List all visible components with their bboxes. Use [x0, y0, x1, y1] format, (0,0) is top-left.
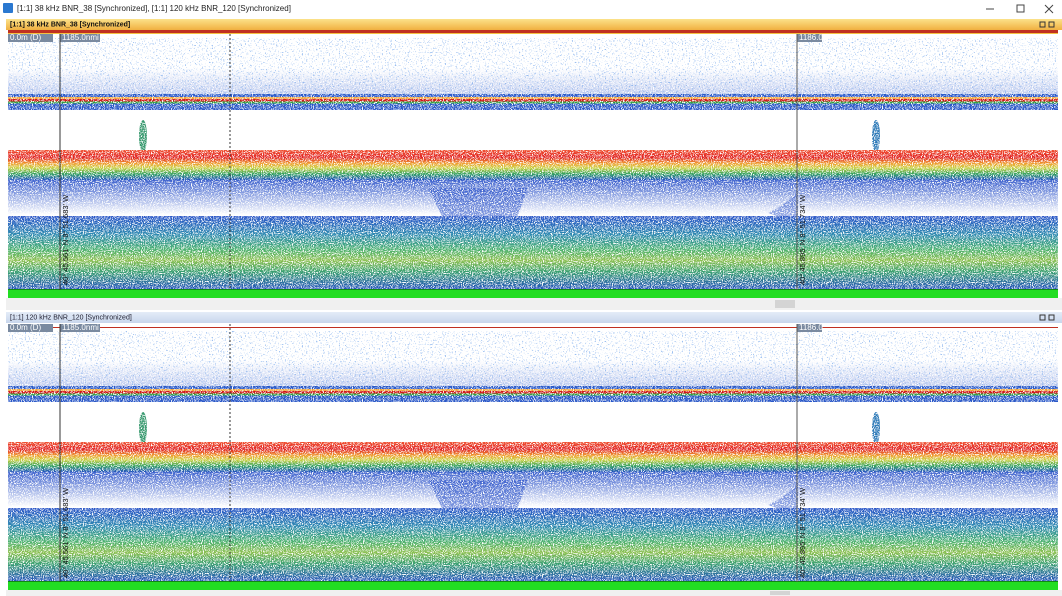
app-window: [1:1] 38 kHz BNR_38 [Synchronized], [1:1… [0, 0, 1062, 596]
panel-header[interactable] [6, 19, 1062, 30]
ruler-band [8, 327, 1058, 328]
echogram[interactable] [8, 330, 1058, 590]
distance-label: 1185.0nmi [62, 323, 99, 332]
scrollbar[interactable] [6, 590, 1062, 596]
panel-title: [1:1] 120 kHz BNR_120 [Synchronized] [10, 314, 132, 321]
distance-label: 1186.0 [799, 33, 823, 42]
window-title: [1:1] 38 kHz BNR_38 [Synchronized], [1:1… [17, 4, 291, 13]
depth-label: 0.0m (D) [10, 323, 41, 332]
scroll-thumb[interactable] [770, 591, 790, 595]
distance-label: 1185.0nmi [62, 33, 99, 42]
page: [1:1] 38 kHz BNR_38 [Synchronized], [1:1… [0, 0, 1062, 596]
scrollbar[interactable] [6, 298, 1062, 310]
app-icon [3, 3, 13, 13]
position-label: 40° 45.561' N 8° 51.683' W [61, 194, 70, 285]
echogram-panel: [1:1] 38 kHz BNR_38 [Synchronized] 0.0m … [6, 19, 1062, 310]
scroll-thumb[interactable] [775, 300, 795, 308]
distance-label: 1186.0 [799, 323, 823, 332]
position-label: 40° 45.561' N 8° 51.683' W [61, 487, 70, 578]
depth-label: 0.0m (D) [10, 33, 41, 42]
panel-header[interactable] [6, 312, 1062, 323]
echogram[interactable] [8, 38, 1058, 298]
ruler-band [8, 30, 1058, 33]
echogram-panel: [1:1] 120 kHz BNR_120 [Synchronized] 0.0… [6, 312, 1062, 596]
position-label: 40° 45.895' N 8° 51.734' W [798, 487, 807, 578]
panel-title: [1:1] 38 kHz BNR_38 [Synchronized] [10, 21, 130, 28]
position-label: 40° 45.895' N 8° 51.734' W [798, 194, 807, 285]
ruler-band [8, 33, 1058, 34]
